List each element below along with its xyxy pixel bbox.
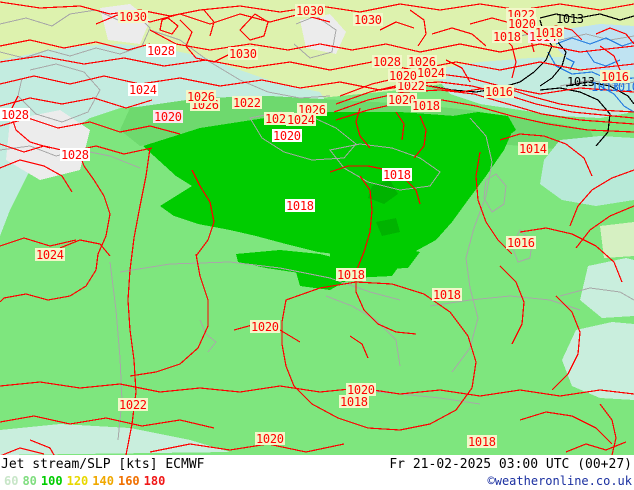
land-patch-northeast [300,14,346,54]
isobar-label: 1024 [286,113,316,127]
isobar-label: 1024 [128,83,158,97]
legend-tick-120: 120 [66,474,89,488]
jet-core-notch-west [126,146,176,206]
isobar-label: 1028 [0,108,30,122]
jet-speed-colorbar: 60 80 100 120 140 160 180 [4,474,169,488]
isobar-label: 1020 [250,320,280,334]
isobar-label: 1016 [484,85,514,99]
product-label: Jet stream/SLP [kts] ECMWF [1,457,205,472]
jet-core-hole-b [376,218,400,236]
land-patch-west [6,110,90,180]
legend-tick-140: 140 [92,474,114,488]
isobar-label: 1024 [416,66,446,80]
isobar-label: 1030 [353,13,383,27]
jet-core-100kt [140,112,512,256]
jet-core-hole-a [368,180,398,204]
jet-zone-60-northeast [430,56,634,118]
jet-zone-60-southeast-mid [580,258,634,318]
isobar-label: 1018 [285,199,315,213]
legend-tick-80: 80 [22,474,37,488]
isobar-label: 1022 [232,96,262,110]
isobar-label: 1010 [611,80,634,94]
isobar-label: 1022 [396,79,426,93]
isobar-label: 1020 [255,432,285,446]
isobars [0,1,634,455]
thickness-label: 1013 [567,75,595,89]
copyright-label[interactable]: ©weatheronline.co.uk [487,474,633,488]
legend-tick-100: 100 [40,474,63,488]
isobar-label: 1028 [60,148,90,162]
isobar-label: 1018 [336,268,366,282]
weather-map[interactable]: 1030 1030 1030 1030 1028 1028 1026 1024 … [0,0,634,455]
isobar-label: 1018 [411,99,441,113]
jet-core-blob-ne-lower [330,246,420,270]
isobar-label: 1030 [295,4,325,18]
thickness-label: 1013 [556,12,584,26]
pale-patch-right-mid [600,222,634,258]
jet-zone-60-northwest [0,44,330,236]
isobar-label: 1024 [35,248,65,262]
isobar-label: 1028 [146,44,176,58]
isobar-label: 1016 [600,70,630,84]
isobar-label: 1020 [388,69,418,83]
isobar-label: 1018 [382,168,412,182]
jet-zone-60-southeast-lower [562,322,634,400]
isobar-label: 1026 [407,55,437,69]
jet-core-tail-sw [236,250,352,274]
isobar-label: 1030 [118,10,148,24]
timestamp-label: Fr 21-02-2025 03:00 UTC (00+27) [389,457,632,472]
isobar-label: 1018 [492,30,522,44]
isobar-label: 1020 [346,383,376,397]
coastlines [0,9,634,441]
isobar-label: 1013 [591,80,619,94]
isobar-label: 1022 [118,398,148,412]
isobar-label: 1020 [272,129,302,143]
isobar-label: 1028 [372,55,402,69]
isobar-label: 1016 [506,236,536,250]
isobar-label: 1018 [467,435,497,449]
isobar-label: 1018 [432,288,462,302]
isobar-label: 1020 [153,110,183,124]
isobar-label: 1026 [186,90,216,104]
legend-tick-60: 60 [4,474,19,488]
isobar-label: 1020 [387,93,417,107]
legend-tick-160: 160 [117,474,140,488]
legend-tick-180: 180 [143,474,166,488]
map-footer: Jet stream/SLP [kts] ECMWF Fr 21-02-2025… [0,455,634,490]
jet-zone-60-southeast [540,136,634,206]
isobar-label: 1014 [518,142,548,156]
isobar-label: 1018 [339,395,369,409]
isobar-label: 1018 [534,26,564,40]
isobar-label: 1020 [507,17,537,31]
isobar-label: 1030 [228,47,258,61]
